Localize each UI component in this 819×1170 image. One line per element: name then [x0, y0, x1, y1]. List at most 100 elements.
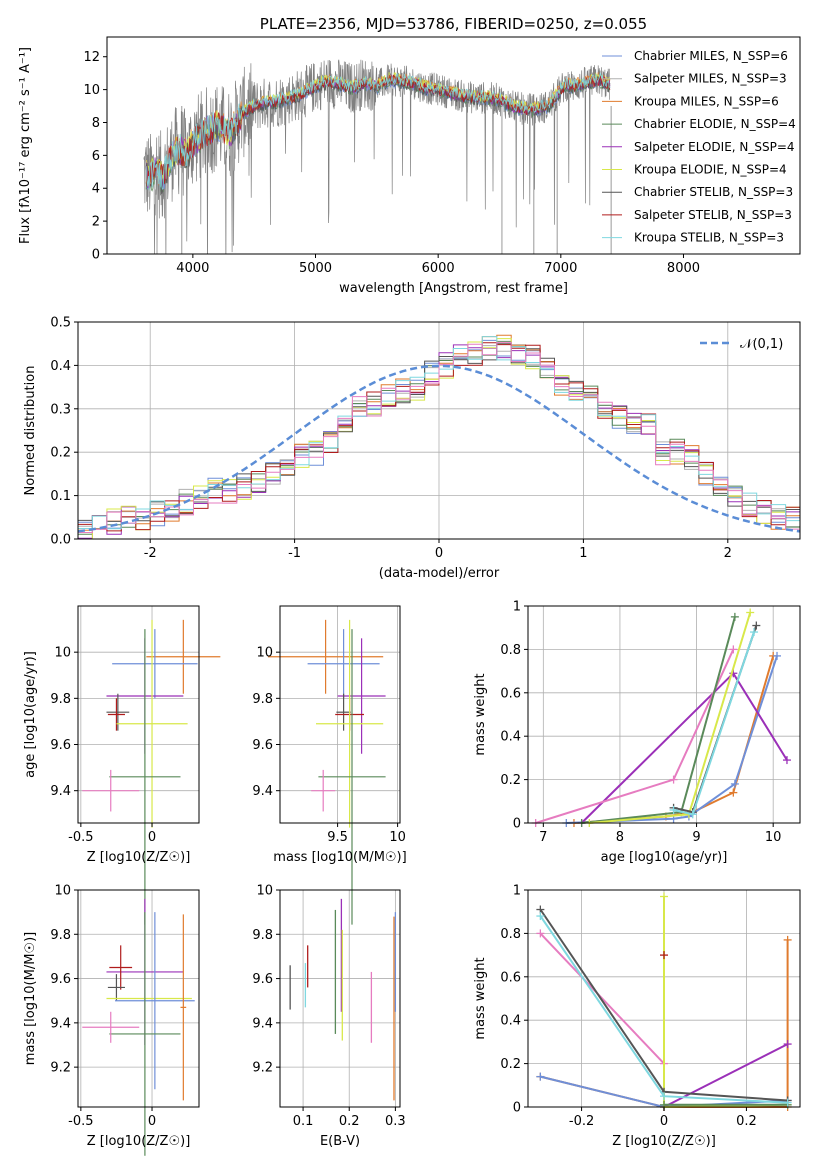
axes-frame [77, 321, 801, 540]
x-tick-label: 0.2 [736, 1114, 757, 1129]
plot-area [77, 334, 801, 540]
y-tick-label: 9.8 [50, 928, 71, 943]
chart-title: PLATE=2356, MJD=53786, FIBERID=0250, z=0… [260, 15, 647, 33]
y-tick-label: 9.6 [252, 738, 273, 753]
y-tick-label: 9.4 [50, 1016, 71, 1031]
y-tick-label: 0.1 [50, 489, 71, 504]
axes-frame [77, 889, 200, 1108]
y-tick-label: 10 [54, 884, 71, 899]
y-tick-label: 0.2 [500, 773, 521, 788]
legend-label: Salpeter STELIB, N_SSP=3 [634, 208, 792, 222]
y-axis-label: mass weight [473, 673, 488, 755]
y-tick-label: 9.4 [252, 784, 273, 799]
y-tick-label: 10 [83, 83, 100, 98]
y-tick-label: 9.8 [252, 928, 273, 943]
axis-ticks: 7 8 9 10 0 0.2 0.4 0.6 0.8 1 [500, 600, 781, 846]
y-tick-label: 0.8 [500, 643, 521, 658]
x-axis-label: age [log10(age/yr)] [601, 850, 728, 865]
y-tick-label: 0 [513, 1101, 521, 1116]
y-axis-label: mass [log10(M/M☉)] [23, 932, 38, 1065]
panel-1: 4000 5000 6000 7000 8000 0 2 4 6 8 10 12 wavelength … [18, 15, 796, 296]
plot-area [82, 898, 195, 1156]
x-tick-label: 0 [148, 830, 156, 845]
axis-ticks: -0.5 0 9.4 9.6 9.8 10 [50, 646, 156, 845]
x-axis-label: Z [log10(Z/Z☉)] [87, 850, 191, 865]
y-tick-label: 0.5 [50, 316, 71, 331]
x-tick-label: 0.1 [293, 1114, 314, 1129]
panel-5: 7 8 9 10 0 0.2 0.4 0.6 0.8 1 age [log10(age/yr)] ma… [473, 600, 800, 865]
legend-label: Salpeter ELODIE, N_SSP=4 [634, 140, 795, 154]
x-tick-label: 2 [724, 546, 732, 561]
observed-spectrum [143, 59, 610, 254]
axis-ticks: 4000 5000 6000 7000 8000 0 2 4 6 8 10 12 [83, 50, 700, 276]
mass-weight-line [566, 655, 778, 824]
y-tick-label: 4 [92, 182, 100, 197]
legend-label: Salpeter MILES, N_SSP=3 [634, 72, 787, 86]
y-tick-label: 9.8 [50, 692, 71, 707]
x-tick-label: -0.2 [569, 1114, 594, 1129]
x-tick-label: 7000 [544, 261, 577, 276]
y-tick-label: 9.6 [50, 738, 71, 753]
legend-label: Kroupa STELIB, N_SSP=3 [634, 231, 784, 245]
x-tick-label: 1 [579, 546, 587, 561]
legend-label: Chabrier ELODIE, N_SSP=4 [634, 117, 796, 131]
y-tick-label: 9.2 [50, 1061, 71, 1076]
axes-frame [77, 605, 200, 824]
y-tick-label: 10 [54, 646, 71, 661]
model-spectrum [145, 72, 611, 191]
mass-weight-line [581, 616, 736, 824]
x-tick-label: 0.3 [385, 1114, 406, 1129]
x-tick-label: 10 [765, 830, 782, 845]
x-tick-label: 8000 [667, 261, 700, 276]
y-tick-label: 0.2 [500, 1057, 521, 1072]
x-tick-label: 10 [389, 830, 406, 845]
axes-frame [279, 889, 401, 1108]
x-axis-label: Z [log10(Z/Z☉)] [612, 1134, 716, 1149]
y-tick-label: 0.4 [50, 359, 71, 374]
x-tick-label: 5000 [299, 261, 332, 276]
axis-ticks: -2 -1 0 1 2 0.0 0.1 0.2 0.3 0.4 0.5 [50, 316, 732, 562]
panel-4: 9.5 10 9.4 9.6 9.8 10 mass [log10(M/M☉)] [252, 606, 407, 925]
y-tick-label: 0.2 [50, 446, 71, 461]
mass-weight-line [539, 932, 665, 1065]
y-tick-label: 0.8 [500, 927, 521, 942]
x-tick-label: 9.5 [327, 830, 348, 845]
x-tick-label: 4000 [176, 261, 209, 276]
model-spectrum [145, 76, 611, 195]
x-tick-label: 0.2 [339, 1114, 360, 1129]
y-tick-label: 0.6 [500, 970, 521, 985]
x-tick-label: 7 [539, 830, 547, 845]
plot-area [143, 59, 612, 254]
axes-frame [527, 605, 801, 824]
y-tick-label: 9.4 [50, 784, 71, 799]
y-tick-label: 2 [92, 215, 100, 230]
x-axis-label: wavelength [Angstrom, rest frame] [339, 281, 568, 296]
x-axis-label: (data-model)/error [379, 566, 500, 581]
y-axis-label: Flux [fλ10⁻¹⁷ erg cm⁻² s⁻¹ A⁻¹] [18, 47, 33, 244]
y-tick-label: 0.4 [500, 730, 521, 745]
x-tick-label: 8 [616, 830, 624, 845]
y-axis-label: mass weight [473, 957, 488, 1039]
x-tick-label: -0.5 [68, 830, 93, 845]
residual-histogram [78, 341, 800, 533]
y-tick-label: 9.6 [252, 972, 273, 987]
axis-ticks: 0.1 0.2 0.3 9.2 9.4 9.6 9.8 10 [252, 884, 405, 1130]
y-tick-label: 1 [513, 600, 521, 615]
x-tick-label: 0 [435, 546, 443, 561]
x-axis-label: mass [log10(M/M☉)] [273, 850, 406, 865]
legend-label: Chabrier STELIB, N_SSP=3 [634, 185, 793, 199]
y-axis-label: age [log10(age/yr)] [23, 651, 38, 778]
panel-6: -0.5 0 9.2 9.4 9.6 9.8 10 Z [log10(Z/Z☉)] mass [… [23, 884, 199, 1156]
mass-weight-line [673, 631, 755, 816]
y-tick-label: 9.6 [50, 972, 71, 987]
mass-weight-line [573, 655, 775, 824]
grid [280, 606, 400, 823]
panel-3: -0.5 0 9.4 9.6 9.8 10 Z [log10(Z/Z☉)] age [log1… [23, 606, 221, 925]
legend-label: 𝒩(0,1) [740, 337, 783, 352]
y-tick-label: 6 [92, 149, 100, 164]
residual-histogram [78, 343, 800, 522]
x-tick-label: -0.5 [68, 1114, 93, 1129]
plot-area [268, 619, 386, 925]
y-tick-label: 12 [83, 50, 100, 65]
